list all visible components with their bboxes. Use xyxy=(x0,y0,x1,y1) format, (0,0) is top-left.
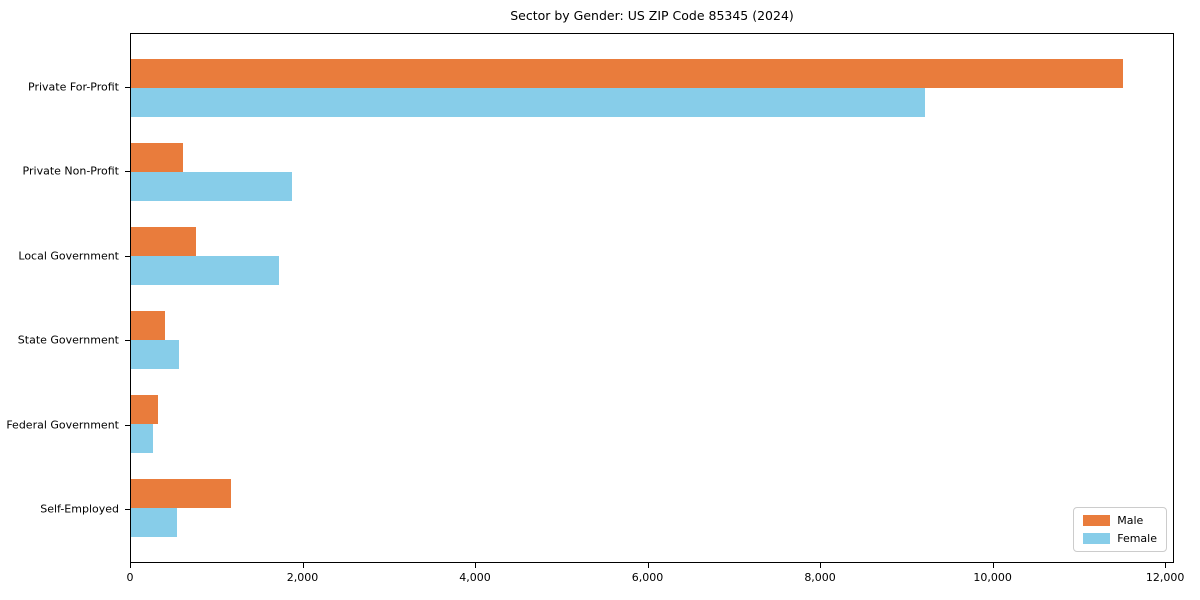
ytick-label-4: Federal Government xyxy=(6,418,119,431)
legend: Male Female xyxy=(1073,507,1167,552)
ytick-mark-4 xyxy=(125,424,130,426)
xtick-label-0: 0 xyxy=(126,571,134,584)
xtick-mark-0 xyxy=(130,563,131,568)
bar-female-2 xyxy=(131,255,279,285)
bar-male-1 xyxy=(131,142,183,172)
legend-swatch-female xyxy=(1083,533,1111,544)
ytick-mark-2 xyxy=(125,255,130,257)
xtick-mark-3 xyxy=(647,563,649,568)
ytick-label-2: Local Government xyxy=(18,249,119,263)
legend-entry-male: Male xyxy=(1083,514,1157,527)
ytick-mark-5 xyxy=(125,508,130,510)
xtick-label-5: 10,000 xyxy=(973,571,1012,584)
bar-female-1 xyxy=(131,171,293,201)
bar-male-4 xyxy=(131,395,158,425)
xtick-label-3: 6,000 xyxy=(631,571,664,584)
legend-label-female: Female xyxy=(1117,532,1157,545)
bar-male-5 xyxy=(131,479,231,509)
ytick-label-0: Private For-Profit xyxy=(28,80,119,94)
xtick-label-2: 4,000 xyxy=(459,571,491,584)
plot-area: Male Female xyxy=(130,33,1174,563)
bar-male-0 xyxy=(131,58,1123,88)
xtick-label-4: 8,000 xyxy=(804,571,836,584)
xtick-mark-4 xyxy=(820,563,822,568)
bar-female-3 xyxy=(131,339,180,369)
ytick-mark-0 xyxy=(125,87,130,88)
xtick-mark-6 xyxy=(1165,563,1167,568)
bar-female-0 xyxy=(131,87,926,117)
bar-female-5 xyxy=(131,508,177,538)
ytick-label-1: Private Non-Profit xyxy=(22,164,119,178)
xtick-label-1: 2,000 xyxy=(286,571,319,584)
xtick-mark-1 xyxy=(302,563,304,568)
bar-male-3 xyxy=(131,310,166,340)
legend-label-male: Male xyxy=(1117,514,1144,527)
xtick-mark-5 xyxy=(992,563,994,568)
xtick-mark-2 xyxy=(475,563,477,568)
ytick-mark-3 xyxy=(125,340,130,342)
bar-male-2 xyxy=(131,226,196,256)
legend-entry-female: Female xyxy=(1083,532,1157,545)
legend-swatch-male xyxy=(1083,515,1111,526)
bar-female-4 xyxy=(131,424,153,454)
chart-title: Sector by Gender: US ZIP Code 85345 (202… xyxy=(510,8,794,23)
xtick-label-6: 12,000 xyxy=(1145,571,1185,584)
ytick-mark-1 xyxy=(125,171,130,173)
ytick-label-3: State Government xyxy=(17,333,119,347)
ytick-label-5: Self-Employed xyxy=(40,502,119,516)
